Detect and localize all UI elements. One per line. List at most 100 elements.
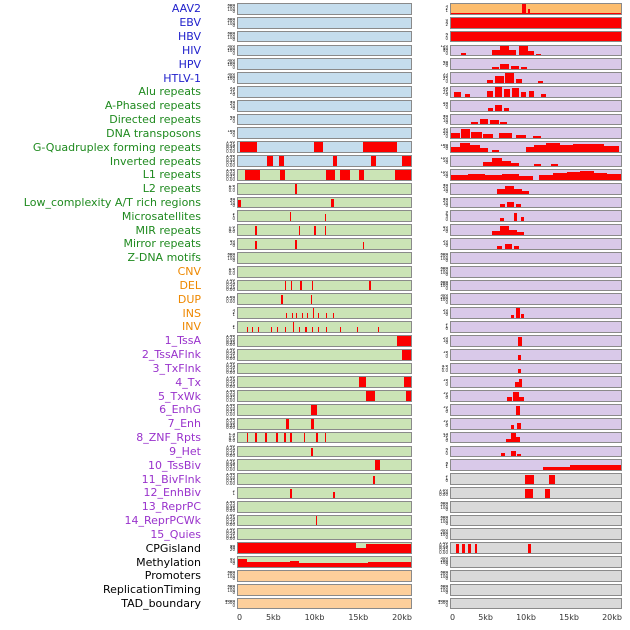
data-bar — [500, 122, 508, 125]
data-bar — [501, 453, 505, 457]
data-bar — [491, 50, 501, 56]
track-panel-right — [450, 556, 622, 568]
x-axis-tick-label: 10kb — [516, 613, 536, 623]
data-bar — [289, 560, 299, 567]
y-axis-ticks-left: 1.00 0.75 0.50 0.25 0.00 — [226, 154, 235, 168]
data-bar — [570, 464, 621, 471]
data-bar — [279, 169, 285, 180]
track-row: L1 repeats 1.00 0.75 0.50 0.25 0.00 100 50… — [0, 168, 630, 182]
data-bar — [324, 214, 326, 222]
data-bar — [500, 64, 509, 70]
track-row: 12_EnhBiv 2 1 1.00 0.50 0.00 — [0, 486, 630, 500]
data-bar — [515, 78, 523, 83]
track-panel-right — [450, 542, 622, 555]
data-bar — [311, 326, 313, 332]
data-bar — [314, 142, 323, 153]
track-row: INV 2 1 2 1 0 — [0, 320, 630, 334]
data-bar — [503, 107, 509, 111]
track-panel-right — [450, 168, 622, 181]
data-bar — [255, 433, 258, 443]
data-bar — [468, 173, 485, 180]
track-label: A-Phased repeats — [104, 99, 201, 113]
y-axis-ticks-right: 10 5 0 — [442, 350, 448, 359]
track-label: AAV2 — [171, 2, 201, 16]
data-bar — [486, 80, 494, 83]
data-bar — [313, 308, 315, 319]
data-bar — [295, 184, 298, 194]
y-axis-ticks-left: 1.00 0.75 0.50 0.25 0.00 — [226, 403, 235, 417]
data-bar — [255, 241, 258, 249]
track-label: 13_ReprPC — [141, 500, 201, 514]
track-panel-left — [237, 334, 412, 347]
track-label: Promoters — [144, 569, 201, 583]
data-bar — [522, 4, 526, 14]
track-panel-right — [450, 3, 622, 15]
data-bar — [238, 559, 247, 567]
track-row: TAD_boundary 3000 1500 0 3000 1500 0 — [0, 597, 630, 611]
y-axis-ticks-right: 3000 1500 0 — [437, 599, 448, 608]
y-axis-ticks-right: 10 5 0 — [442, 406, 448, 414]
y-axis-ticks-right: 20 10 0 — [442, 240, 448, 248]
data-bar — [515, 308, 520, 319]
data-bar — [546, 142, 560, 153]
y-axis-ticks-right: 20 10 0 — [442, 337, 448, 345]
y-axis-ticks-right: 300 200 100 0 — [440, 280, 448, 291]
data-bar — [369, 281, 371, 291]
track-row: DEL 1.00 0.75 0.50 0.25 0.00 300 200 100 0 — [0, 279, 630, 293]
data-bar — [519, 379, 523, 388]
track-label: HIV — [181, 43, 201, 57]
data-bar — [246, 433, 249, 443]
y-axis-ticks-left: 1.00 0.75 0.50 0.25 0.00 — [226, 528, 235, 541]
y-axis-ticks-right: 4 2 0 — [445, 447, 448, 456]
data-bar — [310, 418, 315, 429]
track-panel-right — [450, 473, 622, 485]
track-label: Alu repeats — [138, 85, 201, 99]
y-axis-ticks-left: 3 2 1 — [232, 309, 235, 317]
data-bar — [238, 199, 242, 208]
track-panel-left — [237, 445, 412, 458]
data-bar — [510, 162, 519, 166]
data-bar — [454, 92, 462, 97]
data-bar — [395, 169, 411, 180]
data-bar — [324, 225, 327, 236]
data-bar — [402, 349, 411, 360]
track-panel-left — [237, 279, 412, 292]
track-panel-right — [450, 155, 622, 167]
data-bar — [359, 169, 365, 180]
track-row: HBV 300 200 100 0 4 2 0 — [0, 30, 630, 44]
data-bar — [462, 543, 465, 554]
track-row: DNA transposons 100 50 0 30 20 10 0 — [0, 126, 630, 140]
data-bar — [318, 313, 320, 319]
y-axis-ticks-right: 100 50 0 — [440, 143, 448, 151]
data-bar — [286, 418, 290, 429]
track-panel-right — [450, 141, 622, 154]
data-bar — [366, 391, 375, 401]
data-bar — [513, 392, 519, 401]
y-axis-ticks-left: 3000 1500 0 — [224, 599, 235, 608]
data-bar — [289, 488, 292, 498]
data-bar — [264, 433, 267, 443]
track-row: 7_Enh 1.00 0.75 0.50 0.25 0.00 10 5 0 — [0, 417, 630, 431]
track-row: A-Phased repeats 30 20 10 0 20 10 0 — [0, 99, 630, 113]
track-row: 2_TssAFlnk 1.00 0.75 0.50 0.25 0.00 10 5 0 — [0, 348, 630, 362]
track-row: HIV 300 200 100 0 120 80 40 0 — [0, 43, 630, 57]
data-bar — [315, 516, 318, 526]
data-bar — [520, 91, 526, 97]
data-bar — [289, 433, 292, 443]
track-label: 12_EnhBiv — [143, 486, 201, 500]
y-axis-ticks-left: 1.0 0.5 0.0 — [228, 267, 235, 276]
track-label: 4_Tx — [175, 375, 201, 389]
data-bar — [491, 66, 499, 70]
track-row: G-Quadruplex forming repeats 1.00 0.75 0.… — [0, 140, 630, 154]
y-axis-ticks-right: 9 6 3 0 — [445, 211, 448, 222]
data-bar — [486, 91, 494, 97]
track-panel-left — [237, 265, 412, 278]
data-bar — [298, 562, 368, 567]
y-axis-ticks-left: 2 1 — [232, 490, 235, 496]
y-axis-ticks-left: 1.00 0.75 0.50 0.25 0.00 — [226, 168, 235, 181]
track-row: CNV 1.0 0.5 0.0 300 200 100 0 — [0, 265, 630, 279]
data-bar — [284, 326, 286, 332]
track-label: HPV — [178, 57, 201, 71]
track-panel-left — [237, 348, 412, 361]
track-label: Inverted repeats — [109, 154, 201, 168]
